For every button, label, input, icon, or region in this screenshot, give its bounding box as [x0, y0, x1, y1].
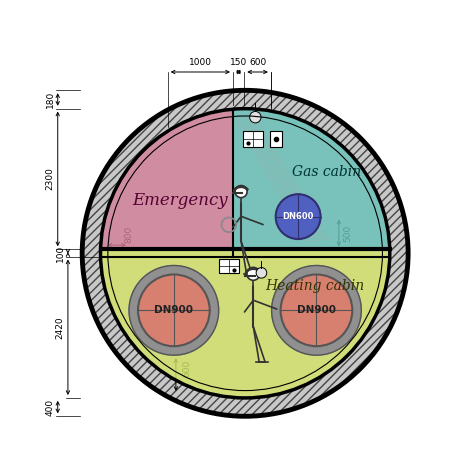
Circle shape — [235, 185, 247, 198]
Text: DN900: DN900 — [155, 305, 193, 315]
Circle shape — [82, 91, 408, 416]
Text: 600: 600 — [182, 359, 191, 377]
Text: 500: 500 — [343, 224, 352, 242]
Circle shape — [250, 111, 261, 123]
Circle shape — [138, 274, 210, 346]
Text: 2300: 2300 — [46, 167, 55, 191]
Circle shape — [247, 267, 260, 280]
Text: Heating cabin: Heating cabin — [265, 279, 364, 293]
Text: 180: 180 — [46, 91, 55, 108]
Text: Gas cabin: Gas cabin — [292, 165, 361, 179]
Circle shape — [100, 109, 390, 398]
Text: Emergency: Emergency — [132, 192, 228, 209]
Circle shape — [256, 267, 267, 278]
Polygon shape — [100, 109, 233, 249]
Text: 800: 800 — [125, 226, 134, 243]
Text: DN900: DN900 — [297, 305, 336, 315]
Bar — [270, 131, 282, 147]
Polygon shape — [233, 109, 390, 249]
Text: 100: 100 — [55, 244, 64, 262]
Text: 2420: 2420 — [55, 316, 64, 338]
Text: 150: 150 — [230, 58, 247, 67]
Text: 400: 400 — [46, 399, 55, 416]
Circle shape — [281, 274, 352, 346]
Bar — [219, 259, 239, 273]
Text: 600: 600 — [249, 58, 266, 67]
Text: DN600: DN600 — [283, 212, 314, 221]
Circle shape — [129, 265, 219, 355]
Bar — [243, 131, 264, 147]
Circle shape — [276, 194, 320, 239]
Text: 1000: 1000 — [189, 58, 212, 67]
Circle shape — [272, 265, 361, 355]
Polygon shape — [100, 249, 390, 398]
